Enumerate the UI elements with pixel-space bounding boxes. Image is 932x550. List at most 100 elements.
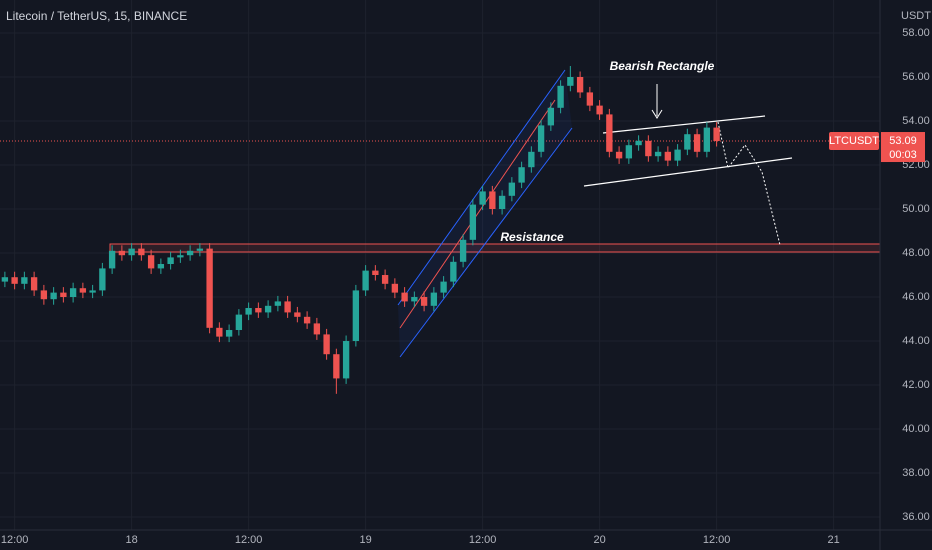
candle-body — [294, 312, 301, 317]
y-tick-label: 46.00 — [902, 291, 930, 303]
y-tick-label: 36.00 — [902, 511, 930, 523]
x-tick-label: 21 — [827, 534, 839, 546]
candle-body — [216, 327, 223, 337]
candle-body — [606, 114, 613, 152]
countdown-label: 00:03 — [889, 149, 917, 161]
candle-body — [586, 92, 594, 106]
candle-body — [206, 248, 213, 328]
candle-body — [625, 145, 633, 159]
y-tick-label: 58.00 — [902, 27, 930, 39]
candle-body — [128, 248, 135, 256]
candle-body — [138, 248, 145, 256]
x-tick-label: 18 — [125, 534, 137, 546]
y-tick-label: 54.00 — [902, 115, 930, 127]
currency-label: USDT — [901, 10, 931, 22]
candle-body — [108, 250, 116, 269]
projection-path — [717, 121, 781, 246]
candle-body — [21, 277, 28, 284]
candle-body — [411, 297, 418, 302]
candle-body — [167, 257, 174, 265]
x-tick-label: 12:00 — [235, 534, 263, 546]
candle-body — [89, 290, 96, 293]
y-tick-label: 40.00 — [902, 423, 930, 435]
chart-title: Litecoin / TetherUS, 15, BINANCE — [6, 9, 187, 23]
axis-labels: 36.00 38.00 40.00 42.00 44.00 46.00 48.00 50.00… — [1, 27, 930, 546]
rectangle-bottom — [583, 157, 793, 187]
candle-body — [186, 250, 194, 256]
candle-body — [342, 341, 350, 379]
candle-body — [303, 316, 311, 324]
candle-body — [225, 330, 233, 337]
candle-body — [245, 308, 252, 315]
candle-body — [1, 277, 9, 282]
x-tick-label: 12:00 — [703, 534, 731, 546]
candles — [1, 66, 720, 394]
candle-body — [528, 151, 535, 168]
candle-body — [420, 297, 428, 306]
y-tick-label: 56.00 — [902, 71, 930, 83]
candle-body — [157, 264, 165, 269]
candle-body — [547, 107, 555, 126]
candle-body — [30, 277, 38, 291]
candle-body — [196, 248, 204, 251]
candle-body — [255, 308, 262, 313]
candle-body — [567, 77, 574, 86]
price-axis — [880, 0, 932, 550]
candle-body — [391, 283, 399, 293]
candle-body — [235, 314, 243, 331]
candle-body — [518, 167, 525, 183]
candle-body — [50, 292, 57, 300]
arrow-head — [651, 109, 663, 119]
candle-body — [40, 290, 48, 300]
x-tick-label: 19 — [359, 534, 371, 546]
candle-body — [459, 239, 467, 262]
y-tick-label: 50.00 — [902, 203, 930, 215]
candle-body — [654, 151, 662, 157]
candle-body — [60, 292, 67, 298]
y-tick-label: 48.00 — [902, 247, 930, 259]
candle-body — [69, 288, 77, 298]
last-price-label: 53.09 — [889, 135, 917, 147]
candle-body — [664, 151, 672, 161]
symbol-badge — [829, 132, 879, 151]
candle-body — [264, 305, 272, 313]
candle-body — [684, 134, 691, 150]
candle-body — [118, 250, 126, 256]
price-badge — [881, 132, 925, 163]
candle-body — [11, 277, 18, 284]
candle-body — [489, 191, 496, 210]
grid — [0, 0, 880, 530]
annotation: Resistance — [500, 230, 564, 244]
candle-body — [703, 127, 711, 152]
inner-channel-line — [399, 99, 556, 329]
candle-body — [430, 292, 438, 306]
candle-body — [99, 268, 106, 291]
y-tick-label: 44.00 — [902, 335, 930, 347]
annotation: Bearish Rectangle — [610, 59, 715, 73]
candle-body — [79, 288, 87, 293]
candle-body — [274, 301, 282, 306]
rectangle-top — [602, 115, 766, 134]
time-axis — [0, 530, 932, 550]
candle-body — [147, 255, 155, 269]
candle-body — [498, 195, 506, 210]
candle-body — [401, 292, 408, 302]
candle-body — [323, 334, 330, 355]
candle-body — [557, 85, 564, 108]
candle-body — [362, 270, 369, 291]
candle-body — [381, 275, 389, 284]
candle-body — [372, 270, 379, 276]
candle-body — [469, 204, 477, 240]
y-tick-label: 38.00 — [902, 467, 930, 479]
x-tick-label: 12:00 — [469, 534, 497, 546]
channel-line — [399, 127, 573, 358]
candle-body — [440, 281, 447, 293]
candle-body — [284, 301, 291, 313]
resistance-zone — [109, 243, 881, 253]
y-tick-label: 42.00 — [902, 379, 930, 391]
candle-body — [508, 182, 516, 196]
candle-body — [596, 105, 603, 115]
candle-body — [333, 354, 340, 379]
